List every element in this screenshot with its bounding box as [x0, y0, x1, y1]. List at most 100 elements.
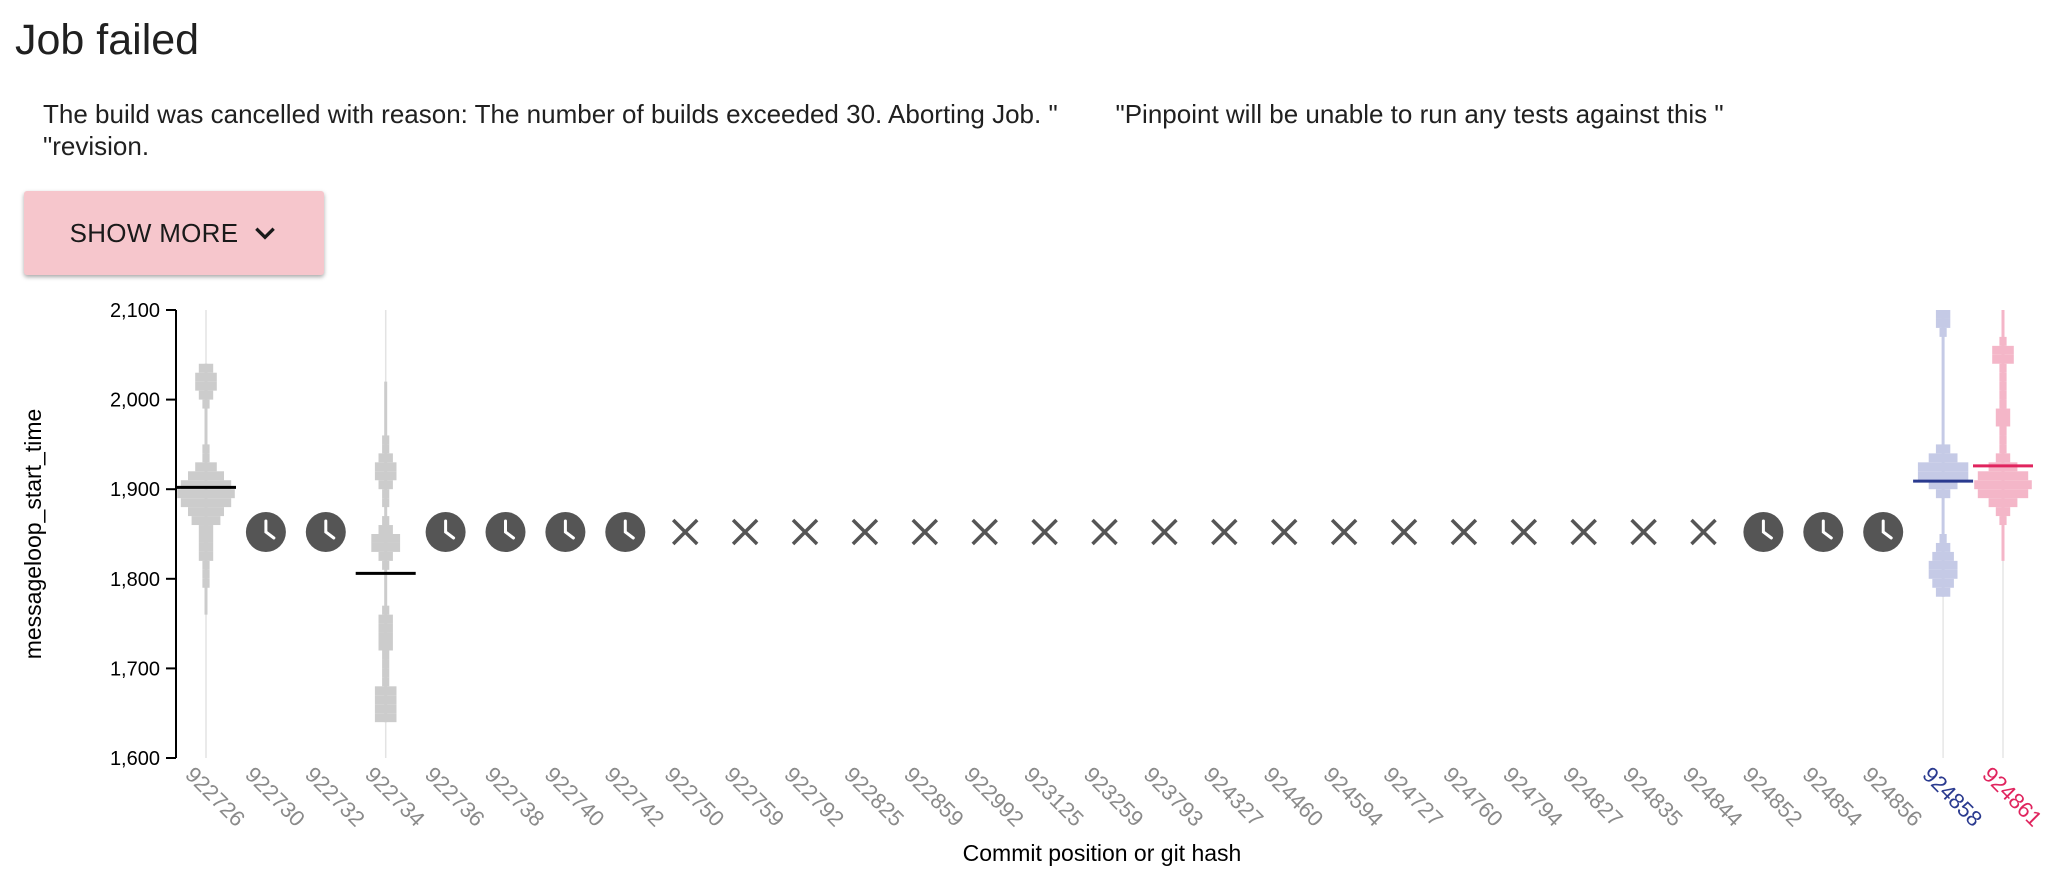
pending-icon[interactable] — [485, 512, 526, 552]
violin-bin — [1935, 444, 1951, 454]
violin-bin — [1999, 381, 2007, 391]
x-tick-label[interactable]: 924594 — [1319, 762, 1389, 832]
y-axis-label: messageloop_start_time — [20, 409, 46, 660]
pending-icon[interactable] — [1863, 512, 1904, 552]
failed-icon[interactable] — [1151, 518, 1178, 546]
violin-bin — [1995, 408, 2011, 418]
violin-bin — [374, 471, 397, 481]
x-tick-label[interactable]: 922732 — [300, 762, 370, 832]
violin-bin — [374, 462, 397, 472]
pending-icon[interactable] — [425, 512, 466, 552]
x-tick-label[interactable]: 922859 — [899, 762, 969, 832]
failed-icon[interactable] — [1031, 518, 1058, 546]
x-tick-label[interactable]: 922726 — [180, 762, 250, 832]
violin-bin — [1999, 372, 2007, 382]
x-tick-label[interactable]: 922759 — [720, 762, 790, 832]
failed-icon[interactable] — [791, 518, 819, 546]
violin-bin — [374, 695, 397, 705]
x-tick-label[interactable]: 922992 — [959, 762, 1029, 832]
violin-bin — [374, 713, 397, 723]
violin-bin — [198, 542, 214, 552]
x-tick-label[interactable]: 924794 — [1498, 762, 1568, 832]
x-tick-label[interactable]: 924327 — [1199, 762, 1269, 832]
failed-icon[interactable] — [731, 518, 759, 546]
x-tick-label[interactable]: 923125 — [1019, 762, 1089, 832]
failed-icon[interactable] — [911, 518, 939, 546]
violin-bin — [1999, 516, 2007, 526]
x-tick-label[interactable]: 922736 — [420, 762, 490, 832]
violin-bin — [1928, 480, 1958, 490]
x-tick-label[interactable]: 924856 — [1858, 762, 1928, 832]
x-tick-label[interactable]: 924844 — [1678, 762, 1748, 832]
failed-icon[interactable] — [1690, 518, 1717, 546]
x-tick-label[interactable]: 923793 — [1139, 762, 1209, 832]
violin-bin — [1917, 462, 1969, 472]
failed-icon[interactable] — [671, 518, 699, 546]
x-tick-label[interactable]: 922742 — [600, 762, 670, 832]
failed-icon[interactable] — [1630, 518, 1657, 546]
violin-924858[interactable] — [1913, 310, 1974, 758]
error-message: The build was cancelled with reason: The… — [43, 98, 1943, 162]
failed-icon[interactable] — [1390, 518, 1418, 546]
violin-bin — [202, 399, 210, 409]
pending-icon[interactable] — [1743, 512, 1784, 552]
x-tick-label[interactable]: 924460 — [1259, 762, 1329, 832]
failed-icon[interactable] — [1330, 518, 1358, 546]
violin-bin — [378, 632, 393, 642]
pending-icon[interactable] — [605, 512, 646, 552]
x-tick-label[interactable]: 922738 — [480, 762, 550, 832]
violin-bin — [198, 534, 214, 543]
error-message-line: The build was cancelled with reason: The… — [43, 99, 1724, 129]
violin-bin — [1935, 310, 1951, 319]
y-tick-label: 1,900 — [110, 479, 160, 501]
x-tick-label[interactable]: 924760 — [1438, 762, 1508, 832]
violin-bin — [202, 569, 210, 579]
failed-icon[interactable] — [1211, 518, 1238, 546]
pending-icon[interactable] — [545, 512, 586, 552]
x-tick-label[interactable]: 924835 — [1618, 762, 1688, 832]
violin-922734[interactable] — [355, 310, 416, 758]
pending-icon[interactable] — [305, 512, 346, 552]
failed-icon[interactable] — [1091, 518, 1118, 546]
x-tick-label[interactable]: 922825 — [839, 762, 909, 832]
show-more-button[interactable]: SHOW MORE — [24, 191, 324, 275]
failed-icon[interactable] — [971, 518, 998, 546]
x-tick-label[interactable]: 922792 — [779, 762, 849, 832]
violin-bin — [1974, 480, 2032, 490]
x-tick-label[interactable]: 922740 — [540, 762, 610, 832]
failed-icon[interactable] — [1510, 518, 1538, 546]
violin-bin — [1928, 569, 1958, 579]
x-tick-label[interactable]: 922750 — [660, 762, 730, 832]
violin-bin — [180, 498, 232, 508]
x-tick-label[interactable]: 924852 — [1738, 762, 1808, 832]
y-tick-label: 1,700 — [110, 658, 160, 680]
x-tick-label[interactable]: 924858 — [1918, 762, 1988, 832]
failed-icon[interactable] — [1450, 518, 1478, 546]
failed-icon[interactable] — [1570, 518, 1597, 546]
violin-bin — [198, 525, 214, 534]
violin-bin — [378, 641, 393, 651]
violin-bin — [1932, 578, 1954, 588]
violin-bin — [1995, 507, 2011, 517]
x-tick-label[interactable]: 924861 — [1977, 762, 2047, 832]
violin-bin — [177, 489, 235, 499]
pending-icon[interactable] — [1803, 512, 1844, 552]
x-tick-label[interactable]: 924727 — [1378, 762, 1448, 832]
pending-icon[interactable] — [245, 512, 286, 552]
x-tick-label[interactable]: 924854 — [1798, 762, 1868, 832]
failed-icon[interactable] — [851, 518, 879, 546]
violin-bin — [1932, 551, 1954, 561]
failed-icon[interactable] — [1270, 518, 1298, 546]
violin-922726[interactable] — [176, 310, 236, 758]
x-tick-label[interactable]: 924827 — [1558, 762, 1628, 832]
x-tick-label[interactable]: 923259 — [1079, 762, 1149, 832]
violin-bin — [371, 534, 401, 543]
violin-924861[interactable] — [1973, 310, 2033, 758]
violin-bin — [1917, 471, 1969, 481]
violin-bin — [378, 614, 393, 624]
violin-bin — [195, 462, 217, 472]
violin-bin — [198, 363, 214, 373]
violin-bin — [1999, 399, 2007, 409]
x-tick-label[interactable]: 922734 — [360, 762, 430, 832]
x-tick-label[interactable]: 922730 — [240, 762, 310, 832]
